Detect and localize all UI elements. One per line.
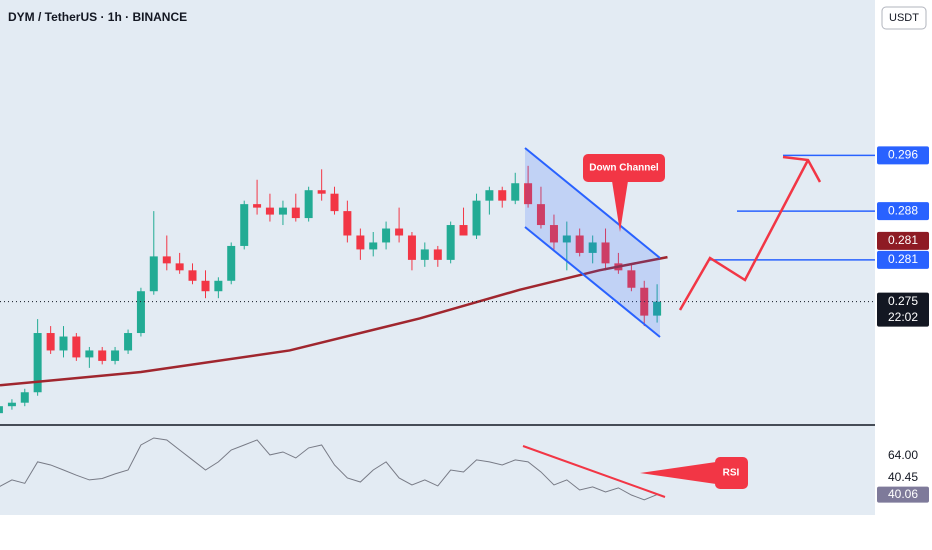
price-badge <box>877 146 929 165</box>
candle-body <box>562 235 571 243</box>
candle-body <box>7 402 16 407</box>
candle-body <box>278 207 287 215</box>
price-badge-label: 0.281 <box>888 233 918 247</box>
candle-body <box>240 204 249 246</box>
candle-body <box>98 350 107 361</box>
currency-box[interactable] <box>881 6 927 30</box>
chart-title: DYM / TetherUS · 1h · BINANCE <box>8 10 187 24</box>
candle-body <box>265 207 274 215</box>
price-badge-label: 0.281 <box>888 252 918 266</box>
moving-average <box>0 255 668 387</box>
candle-body <box>0 406 3 414</box>
candle-body <box>485 190 494 201</box>
projection-arrow <box>678 159 810 311</box>
candle-body <box>59 336 68 351</box>
callout-text: Down Channel <box>589 163 659 174</box>
candle-body <box>20 392 29 403</box>
candle-body <box>175 263 184 271</box>
candle-body <box>511 183 520 201</box>
candle-body <box>46 333 55 351</box>
candle-body <box>33 333 42 393</box>
candle-body <box>111 350 120 361</box>
axis-labels: 0.296 0.288 0.281 0.281 0.275 22:02 64.00 40.45… <box>877 146 929 503</box>
candle-body <box>201 280 210 292</box>
candle-body <box>330 193 339 212</box>
channel-upper <box>524 147 661 259</box>
candle-body <box>343 211 352 236</box>
price-badge <box>877 202 929 221</box>
currency: USDT <box>889 12 919 24</box>
price-axis <box>875 0 932 550</box>
candle-body <box>549 225 558 243</box>
rsi-badge-label: 40.06 <box>888 487 918 501</box>
candle-body <box>459 225 468 236</box>
marks <box>0 154 875 501</box>
rsi-line <box>0 437 658 501</box>
candle-body <box>407 235 416 260</box>
candle-body <box>85 350 94 358</box>
price-badge-label: 0.288 <box>888 203 918 217</box>
countdown: 22:02 <box>888 310 918 324</box>
callout-pointer <box>612 181 628 232</box>
channel-fill <box>525 148 660 337</box>
candle-body <box>317 190 326 194</box>
price-badge <box>877 250 929 269</box>
arrow-head <box>782 155 822 183</box>
candle-body <box>253 204 262 208</box>
rsi-badge-label: 40.45 <box>888 470 918 484</box>
candle-body <box>214 280 223 292</box>
candle-body <box>382 228 391 243</box>
channel-lower <box>524 226 661 338</box>
drawings: Down Channel RSI <box>522 147 822 498</box>
price-badge-label: 0.275 <box>888 294 918 308</box>
callout-box <box>715 457 748 489</box>
candle-body <box>536 204 545 226</box>
rsi-badge <box>877 447 929 464</box>
rsi-trendline <box>522 445 666 498</box>
candle-body <box>162 256 171 264</box>
candle-body <box>356 235 365 250</box>
candle-body <box>124 333 133 351</box>
candle-body <box>498 190 507 201</box>
callout-box <box>583 154 665 182</box>
candle-body <box>472 200 481 236</box>
price-badge-label: 0.296 <box>888 148 918 162</box>
candle-body <box>149 256 158 292</box>
price-badge <box>877 292 929 327</box>
candle-body <box>653 301 662 316</box>
candle-body <box>588 242 597 253</box>
candle-body <box>524 183 533 205</box>
candle-body <box>227 245 236 281</box>
rsi-badge-label: 64.00 <box>888 448 918 462</box>
candle-body <box>446 225 455 260</box>
candle-body <box>72 336 81 358</box>
time-axis <box>0 515 875 550</box>
callout-pointer <box>640 462 716 484</box>
candle-body <box>627 270 636 288</box>
rsi-badge <box>877 486 929 503</box>
price-badge <box>877 231 929 250</box>
callout-text: RSI <box>723 468 740 479</box>
rsi-badge <box>877 469 929 486</box>
candle-body <box>291 207 300 219</box>
candle-body <box>395 228 404 236</box>
candle-body <box>433 249 442 260</box>
candle-body <box>369 242 378 250</box>
candle-body <box>575 235 584 253</box>
candle-body <box>188 270 197 281</box>
candle-body <box>304 190 313 219</box>
candle-body <box>601 242 610 264</box>
candle-body <box>136 291 145 334</box>
candle-body <box>420 249 429 260</box>
